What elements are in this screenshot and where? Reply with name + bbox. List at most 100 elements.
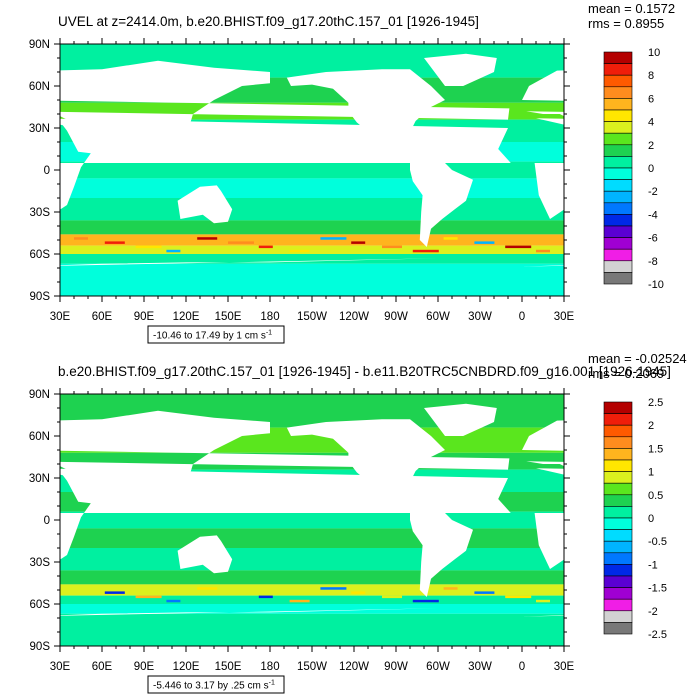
y-tick-label: 90N — [29, 39, 50, 51]
contour-info-main: -5.446 to 3.17 by .25 cm s — [153, 681, 269, 692]
colorbar-swatch — [603, 482, 633, 496]
x-tick-label: 60W — [426, 311, 450, 323]
x-tick-label: 150W — [297, 311, 327, 323]
land-mask — [522, 265, 564, 267]
mean-stat: mean = 0.1572 — [588, 1, 675, 16]
land-mask — [60, 118, 511, 210]
current-streak — [289, 249, 310, 253]
current-streak — [382, 595, 402, 599]
land-mask — [534, 118, 564, 219]
colorbar-swatch — [603, 448, 633, 461]
ocean-field — [0, 44, 700, 296]
current-streak — [166, 599, 181, 603]
x-tick-label: 30E — [50, 661, 71, 673]
current-streak — [258, 245, 273, 249]
x-tick-label: 60W — [426, 661, 450, 673]
current-streak — [474, 241, 495, 244]
colorbar-label: 8 — [648, 70, 654, 82]
x-tick-label: 60E — [92, 311, 113, 323]
current-streak — [536, 599, 550, 603]
current-streak — [197, 237, 218, 240]
colorbar-label: 6 — [648, 93, 654, 105]
land-mask — [177, 185, 233, 224]
colorbar-label: -1.5 — [648, 583, 667, 595]
colorbar-label: 0.5 — [648, 490, 663, 502]
field-band — [60, 548, 564, 571]
land-mask — [0, 61, 5, 156]
colorbar-label: -0.5 — [648, 536, 667, 548]
x-tick-label: 150E — [215, 661, 242, 673]
colorbar-label: -10 — [648, 279, 664, 291]
contour-info-box: -10.46 to 17.49 by 1 cm s-1 — [147, 325, 285, 344]
colorbar-swatch — [603, 272, 633, 285]
current-streak — [74, 237, 88, 240]
colorbar-label: -8 — [648, 256, 658, 268]
land-mask — [424, 53, 497, 86]
x-tick-label: 30W — [468, 311, 492, 323]
field-band — [60, 570, 564, 585]
land-mask — [534, 468, 564, 569]
y-tick-label: 60N — [29, 81, 50, 93]
land-mask — [0, 468, 7, 569]
x-tick-label: 120E — [173, 661, 200, 673]
land-mask — [522, 615, 564, 617]
x-tick-label: 120W — [339, 311, 369, 323]
colorbar-swatch — [603, 552, 633, 565]
colorbar-swatch — [603, 74, 633, 88]
colorbar-swatch — [603, 413, 633, 426]
colorbar-swatch — [603, 540, 633, 554]
y-tick-label: 30N — [29, 473, 50, 485]
x-tick-label: 90W — [384, 661, 408, 673]
colorbar-swatch — [603, 564, 633, 577]
land-mask — [60, 468, 511, 560]
current-streak — [320, 587, 347, 590]
contour-info-exponent: -1 — [266, 330, 272, 337]
land-mask — [410, 506, 473, 597]
y-tick-label: 90S — [30, 641, 51, 653]
current-streak — [443, 237, 458, 240]
map-panel-2: 30E 60E 90E 120E 150E 180 150W 120W 90W 60W 30W 0 30… — [0, 351, 700, 694]
mean-stat: mean = -0.02524 — [588, 351, 687, 366]
colorbar-label: 0 — [648, 163, 654, 175]
x-tick-label: 150E — [215, 311, 242, 323]
y-tick-label: 0 — [44, 165, 50, 177]
colorbar-swatch — [603, 167, 633, 180]
contour-info-exponent: -1 — [269, 680, 275, 687]
current-streak — [289, 599, 310, 603]
colorbar-label: -1 — [648, 559, 658, 571]
field-band — [60, 263, 564, 296]
colorbar-swatch — [603, 401, 633, 414]
current-streak — [228, 241, 254, 244]
y-tick-label: 0 — [44, 515, 50, 527]
colorbar-label: 2 — [648, 140, 654, 152]
land-mask — [424, 403, 497, 436]
colorbar-swatch — [603, 517, 633, 530]
current-streak — [104, 591, 125, 594]
rms-stat: rms = 0.8955 — [588, 16, 664, 31]
colorbar: 10 8 6 4 2 0 -2 -4 -6 -8 -10 — [603, 47, 664, 291]
colorbar-swatch — [603, 598, 633, 612]
x-tick-label: 0 — [519, 311, 525, 323]
current-streak — [474, 591, 495, 594]
land-mask — [682, 185, 700, 223]
colorbar-label: 1 — [648, 467, 654, 479]
land-mask — [0, 411, 5, 506]
contour-info-frame — [147, 675, 285, 694]
colorbar-swatch — [603, 471, 633, 484]
current-streak — [443, 587, 458, 590]
land-mask — [522, 70, 564, 117]
ocean-field — [0, 394, 700, 646]
colorbar-swatch — [603, 225, 633, 238]
field-band — [60, 161, 564, 179]
rms-stat: rms = 0.2069 — [588, 366, 664, 381]
x-tick-label: 120E — [173, 311, 200, 323]
land-mask — [60, 410, 510, 506]
colorbar-label: 2 — [648, 420, 654, 432]
colorbar-swatch — [603, 190, 633, 204]
x-tick-label: 180 — [260, 311, 279, 323]
colorbar-swatch — [603, 109, 633, 122]
current-streak — [351, 591, 366, 594]
land-mask — [682, 535, 700, 573]
field-band — [60, 511, 564, 529]
x-tick-label: 180 — [260, 661, 279, 673]
